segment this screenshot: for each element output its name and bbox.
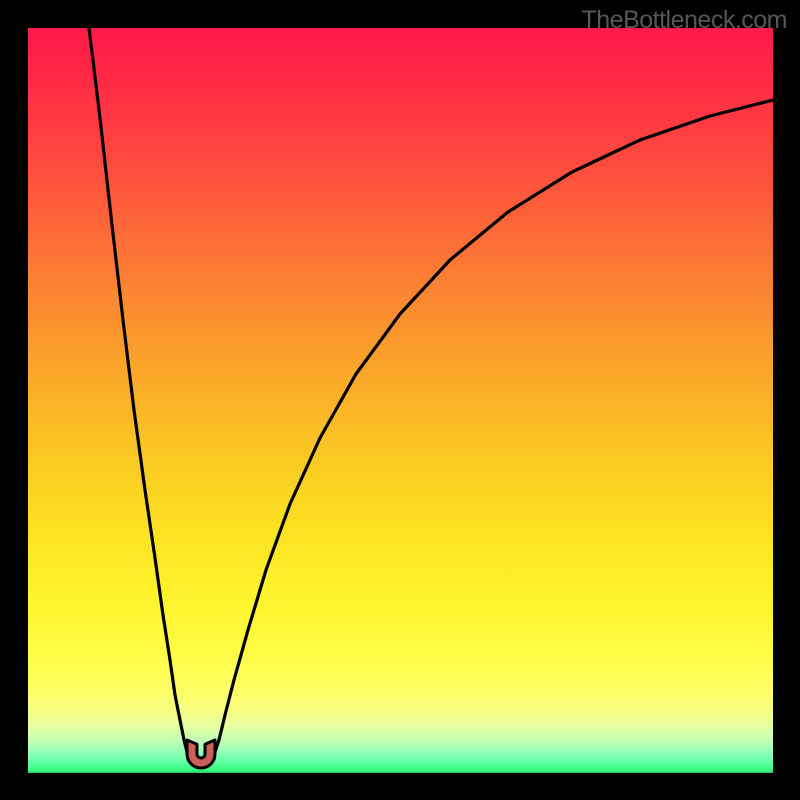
bottleneck-marker [184,737,218,771]
bottleneck-marker-shape [187,740,215,768]
curve-layer [0,0,800,800]
chart-container: TheBottleneck.com [0,0,800,800]
curve-left-branch [89,28,187,752]
attribution-text: TheBottleneck.com [582,6,788,35]
curve-right-branch [215,100,773,752]
